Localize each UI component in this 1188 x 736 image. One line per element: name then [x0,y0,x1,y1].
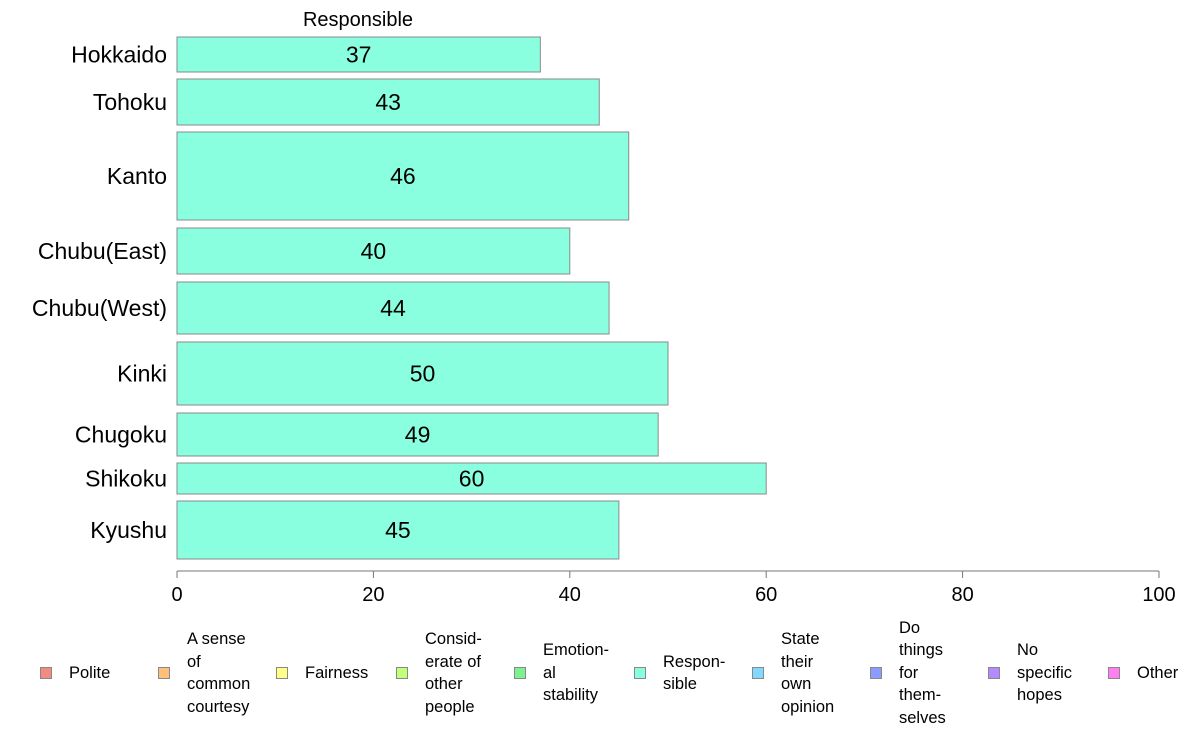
category-label: Hokkaido [71,42,167,68]
category-label: Tohoku [93,89,167,115]
bar [176,500,620,560]
legend-item: A sense of common courtesy [158,620,250,726]
bar-value-label: 50 [410,361,436,387]
legend-item: No specific hopes [988,620,1072,726]
bar-value-label: 45 [385,517,411,543]
category-label: Kyushu [90,517,167,543]
category-label: Chubu(West) [32,295,167,321]
legend: Polite A sense of common courtesy Fairness… [0,619,1188,736]
category-label: Kinki [117,361,167,387]
legend-label: A sense of common courtesy [187,630,251,716]
category-label: Chubu(East) [38,238,167,264]
legend-label: Do things for them- selves [899,618,946,727]
legend-label: State their own opinion [781,630,835,716]
legend-swatch [158,667,170,679]
legend-swatch [276,667,288,679]
bar [176,78,600,126]
bar [176,131,630,221]
legend-item: Fairness [276,620,368,726]
bar-value-label: 43 [375,89,401,115]
x-tick-label: 80 [951,584,973,606]
legend-item: State their own opinion [752,620,834,726]
category-label: Chugoku [75,422,167,448]
bar-value-label: 40 [361,238,387,264]
bar-value-label: 49 [405,422,431,448]
legend-swatch [634,667,646,679]
category-label: Shikoku [85,466,167,492]
legend-label: No specific hopes [1017,641,1073,705]
bar-value-label: 37 [346,42,372,68]
legend-item: Consid- erate of other people [396,620,482,726]
legend-swatch [40,667,52,679]
bar-value-label: 60 [459,466,485,492]
chart-title: Responsible [303,9,413,31]
x-tick-label: 40 [559,584,581,606]
legend-label: Other [1137,663,1179,682]
legend-swatch [396,667,408,679]
bar [176,341,669,406]
bar [176,412,659,457]
bar-value-label: 46 [390,163,416,189]
x-tick-label: 100 [1142,584,1175,606]
legend-label: Polite [69,663,111,682]
legend-item: Respon- sible [634,620,725,726]
bar [176,462,767,495]
category-label: Kanto [107,163,167,189]
x-tick-label: 20 [362,584,384,606]
bar [176,227,571,275]
legend-swatch [514,667,526,679]
legend-swatch [752,667,764,679]
legend-item: Emotion- al stability [514,620,609,726]
bar [176,36,541,73]
legend-swatch [870,667,882,679]
legend-label: Consid- erate of other people [425,630,482,716]
bar [176,281,610,335]
legend-label: Fairness [305,663,369,682]
bar-value-label: 44 [380,295,406,321]
legend-label: Emotion- al stability [543,641,610,705]
legend-swatch [988,667,1000,679]
legend-label: Respon- sible [663,652,726,694]
legend-item: Do things for them- selves [870,619,946,727]
legend-swatch [1108,667,1120,679]
x-tick-label: 0 [171,584,182,606]
legend-item: Polite [40,620,110,726]
x-tick-label: 60 [755,584,777,606]
legend-item: Other [1108,620,1178,726]
